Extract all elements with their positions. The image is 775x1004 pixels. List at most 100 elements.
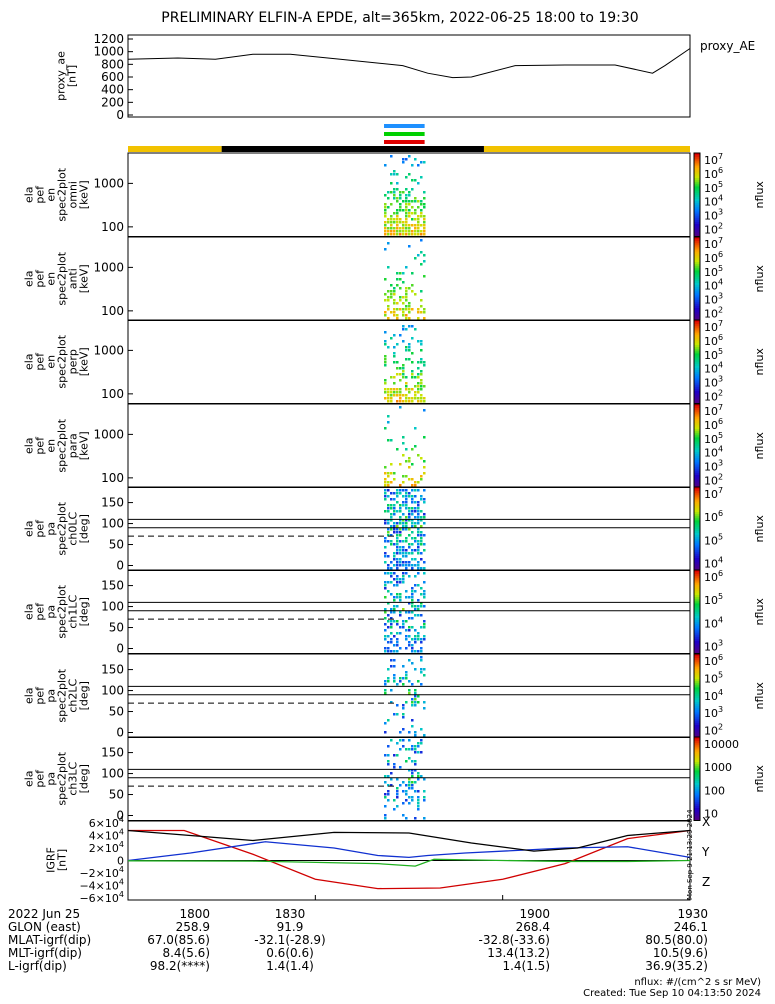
- proxy-ae-ytick: 600: [101, 70, 124, 84]
- spectrogram-cell: [399, 516, 402, 519]
- spectrogram-cell: [384, 552, 387, 555]
- colorbar-segment: [694, 454, 700, 457]
- colorbar-segment: [694, 328, 700, 331]
- spectrogram-cell: [411, 290, 414, 293]
- spectrogram-cell: [414, 427, 417, 430]
- spectrogram-cell: [396, 489, 399, 492]
- spectrogram-cell: [399, 564, 402, 567]
- spectrogram-cell: [417, 400, 420, 403]
- spectrogram-cell: [384, 299, 387, 302]
- spectrogram-cell: [384, 224, 387, 227]
- spectrogram-cell: [405, 397, 408, 400]
- panel-frame: [127, 236, 691, 321]
- spectrogram-cell: [420, 299, 423, 302]
- colorbar-tick: 102: [704, 473, 723, 488]
- ylabel-line: en: [45, 272, 58, 286]
- spectrogram-cell: [387, 614, 390, 617]
- colorbar-segment: [694, 499, 700, 503]
- spectrogram-cell: [387, 391, 390, 394]
- spectrogram-cell: [414, 537, 417, 540]
- spectrogram-cell: [399, 227, 402, 230]
- colorbar-segment: [694, 464, 700, 468]
- colorbar-segment: [694, 599, 700, 602]
- spectrogram-cell: [414, 230, 417, 233]
- spectrogram-cell: [420, 176, 423, 179]
- panel-ytick: 50: [109, 705, 124, 719]
- colorbar-segment: [694, 812, 700, 815]
- spectrogram-cell: [411, 772, 414, 775]
- spectrogram-cell: [417, 614, 420, 617]
- spectrogram-cell: [405, 176, 408, 179]
- spectrogram-cell: [420, 212, 423, 215]
- spectrogram-cell: [405, 385, 408, 388]
- colorbar-segment: [694, 305, 700, 309]
- spectrogram-cell: [417, 650, 420, 653]
- spectrogram-cell: [405, 328, 408, 331]
- colorbar-segment: [694, 643, 700, 646]
- spectrogram-cell: [387, 317, 390, 320]
- panel-ytick: 1000: [93, 176, 124, 190]
- spectrogram-cell: [384, 689, 387, 692]
- spectrogram-cell: [411, 531, 414, 534]
- spectrogram-cell: [399, 731, 402, 734]
- spectrogram-cell: [393, 221, 396, 224]
- colorbar-segment: [694, 679, 700, 682]
- spectrogram-cell: [393, 713, 396, 716]
- igrf-ytick: 6×104: [89, 815, 124, 830]
- spectrogram-cell: [402, 161, 405, 164]
- spectrogram-cell: [405, 501, 408, 504]
- pitch-angle-spectrogram-panel: 150100500elapefpaspec2plotch2LC[deg]1061…: [23, 653, 767, 740]
- colorbar-segment: [694, 314, 700, 317]
- spectrogram-cell: [414, 781, 417, 784]
- spectrogram-cell: [384, 781, 387, 784]
- colorbar-segment: [694, 422, 700, 426]
- spectrogram-cell: [411, 337, 414, 340]
- panel-ytick: 150: [101, 496, 124, 510]
- orbit-row-mlt: MLT-igrf(dip) 8.4(5.6) 0.6(0.6) 13.4(13.…: [0, 947, 775, 960]
- spectrogram-cell: [387, 531, 390, 534]
- orbit-value: 1900: [519, 907, 550, 921]
- colorbar-segment: [694, 270, 700, 273]
- orbit-value: 91.9: [276, 920, 304, 934]
- orbit-value: 268.4: [515, 920, 550, 934]
- colorbar-segment: [694, 691, 700, 695]
- colorbar-segment: [694, 272, 700, 276]
- spectrogram-cell: [399, 632, 402, 635]
- colorbar-segment: [694, 209, 700, 212]
- ylabel-line: pa: [45, 772, 58, 786]
- spectrogram-cell: [390, 575, 393, 578]
- colorbar-segment: [694, 507, 700, 511]
- orbit-value: 67.0(85.6): [147, 933, 210, 947]
- spectrogram-cell: [390, 284, 393, 287]
- spectrogram-cell: [423, 233, 426, 236]
- spectrogram-cell: [387, 421, 390, 424]
- spectrogram-cell: [411, 611, 414, 614]
- spectrogram-cell: [396, 209, 399, 212]
- ylabel-line: en: [45, 355, 58, 369]
- spectrogram-cell: [399, 739, 402, 742]
- spectrogram-cell: [417, 215, 420, 218]
- spectrogram-cell: [423, 221, 426, 224]
- spectrogram-cell: [423, 593, 426, 596]
- colorbar-segment: [694, 259, 700, 263]
- spectrogram-cell: [417, 680, 420, 683]
- colorbar-tick: 106: [704, 417, 723, 432]
- panel-ytick: 50: [109, 788, 124, 802]
- spectrogram-cell: [420, 233, 423, 236]
- spectrogram-cell: [423, 317, 426, 320]
- panel-ytick: 50: [109, 538, 124, 552]
- spectrogram-cell: [408, 287, 411, 290]
- spectrogram-cell: [420, 343, 423, 346]
- orbit-row-label: MLAT-igrf(dip): [8, 933, 92, 947]
- spectrogram-cell: [402, 555, 405, 558]
- spectrogram-cell: [411, 567, 414, 570]
- spectrogram-cell: [396, 584, 399, 587]
- spectrogram-cell: [384, 379, 387, 382]
- colorbar-segment: [694, 468, 700, 472]
- spectrogram-cell: [393, 611, 396, 614]
- colorbar-tick: 104: [704, 194, 723, 209]
- colorbar-segment: [694, 165, 700, 169]
- spectrogram-cell: [423, 489, 426, 492]
- spectrogram-cell: [396, 528, 399, 531]
- spectrogram-cell: [423, 790, 426, 793]
